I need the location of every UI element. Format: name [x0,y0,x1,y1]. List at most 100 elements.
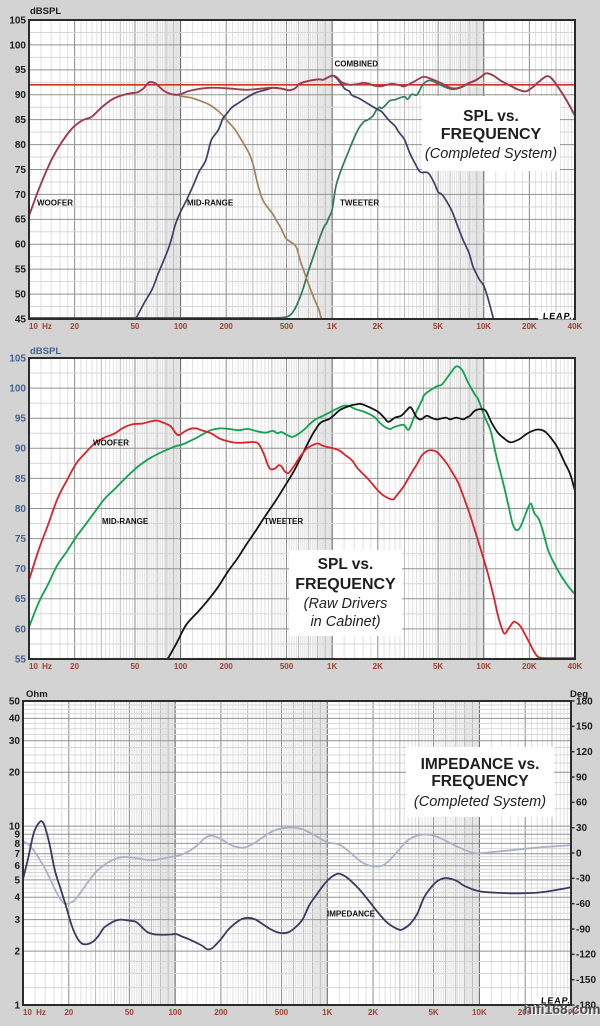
svg-text:65: 65 [15,215,27,226]
svg-text:FREQUENCY: FREQUENCY [441,126,542,143]
svg-text:(Completed System): (Completed System) [414,794,546,810]
svg-text:90: 90 [15,444,27,455]
svg-text:120: 120 [576,747,593,758]
svg-text:FREQUENCY: FREQUENCY [431,773,529,790]
svg-text:2K: 2K [373,662,383,671]
svg-text:1K: 1K [327,662,337,671]
svg-text:4: 4 [14,893,20,904]
svg-text:20: 20 [70,322,79,331]
svg-text:FREQUENCY: FREQUENCY [295,576,396,593]
svg-text:50: 50 [125,1008,134,1017]
svg-text:150: 150 [576,722,593,733]
svg-text:Hz: Hz [42,662,52,671]
svg-text:55: 55 [15,265,27,276]
svg-text:MID-RANGE: MID-RANGE [102,517,149,526]
svg-text:6: 6 [14,861,20,872]
svg-text:-150: -150 [576,975,596,986]
svg-text:Deg: Deg [570,689,588,700]
svg-text:2K: 2K [373,322,383,331]
svg-text:WOOFER: WOOFER [37,199,73,208]
svg-text:80: 80 [15,140,27,151]
svg-text:85: 85 [15,115,27,126]
svg-text:Ohm: Ohm [26,689,48,700]
svg-text:20: 20 [70,662,79,671]
svg-text:Hz: Hz [42,322,52,331]
svg-text:2: 2 [14,947,20,958]
svg-text:100: 100 [168,1008,182,1017]
svg-text:Hz: Hz [36,1008,46,1017]
svg-text:LEAP.: LEAP. [542,311,573,321]
svg-text:10: 10 [29,322,38,331]
svg-text:200: 200 [220,662,234,671]
svg-text:-90: -90 [576,924,591,935]
svg-text:75: 75 [15,534,27,545]
svg-text:70: 70 [15,564,27,575]
svg-text:500: 500 [275,1008,289,1017]
svg-text:IMPEDANCE vs.: IMPEDANCE vs. [421,756,540,773]
svg-text:10: 10 [29,662,38,671]
svg-text:dBSPL: dBSPL [30,6,61,17]
svg-text:100: 100 [174,322,188,331]
svg-text:105: 105 [9,353,26,364]
svg-text:90: 90 [576,772,588,783]
svg-text:180: 180 [576,696,593,707]
svg-text:10K: 10K [472,1008,487,1017]
svg-text:500: 500 [280,322,294,331]
svg-text:(Raw Drivers: (Raw Drivers [304,596,388,612]
svg-text:20: 20 [64,1008,73,1017]
svg-text:50: 50 [130,322,139,331]
svg-text:5: 5 [14,875,20,886]
svg-text:60: 60 [576,798,588,809]
svg-text:50: 50 [15,289,27,300]
svg-text:IMPEDANCE: IMPEDANCE [327,910,376,919]
svg-text:1: 1 [14,1000,20,1011]
svg-text:45: 45 [15,314,27,325]
svg-text:1K: 1K [327,322,337,331]
svg-text:TWEETER: TWEETER [340,199,379,208]
svg-text:SPL vs.: SPL vs. [318,556,374,573]
svg-text:20K: 20K [522,662,537,671]
svg-text:40: 40 [9,714,21,725]
svg-text:20: 20 [9,768,21,779]
svg-text:95: 95 [15,65,27,76]
svg-text:50: 50 [9,696,21,707]
svg-text:55: 55 [15,654,27,665]
svg-text:3: 3 [14,915,20,926]
svg-text:10: 10 [23,1008,32,1017]
svg-text:30: 30 [576,823,588,834]
svg-text:5K: 5K [433,662,443,671]
svg-text:70: 70 [15,190,27,201]
svg-text:10: 10 [9,821,21,832]
svg-text:40K: 40K [568,662,583,671]
svg-text:40K: 40K [564,1008,579,1017]
svg-text:1K: 1K [322,1008,332,1017]
svg-text:100: 100 [9,384,26,395]
svg-text:60: 60 [15,240,27,251]
svg-text:MID-RANGE: MID-RANGE [187,199,234,208]
svg-text:WOOFER: WOOFER [93,439,129,448]
svg-text:(Completed System): (Completed System) [425,146,557,162]
svg-text:200: 200 [214,1008,228,1017]
svg-text:in Cabinet): in Cabinet) [310,614,380,630]
svg-text:100: 100 [9,40,26,51]
svg-text:10K: 10K [476,662,491,671]
svg-text:30: 30 [9,736,21,747]
svg-text:40K: 40K [568,322,583,331]
svg-text:10K: 10K [476,322,491,331]
svg-text:COMBINED: COMBINED [335,60,379,69]
svg-text:105: 105 [9,15,26,26]
svg-text:-30: -30 [576,874,591,885]
svg-text:LEAP.: LEAP. [540,996,571,1006]
svg-text:dBSPL: dBSPL [30,346,61,357]
svg-text:5K: 5K [433,322,443,331]
svg-text:200: 200 [220,322,234,331]
svg-text:500: 500 [280,662,294,671]
svg-text:-180: -180 [576,1000,596,1011]
svg-text:90: 90 [15,90,27,101]
svg-text:65: 65 [15,594,27,605]
svg-text:100: 100 [174,662,188,671]
svg-text:50: 50 [130,662,139,671]
svg-text:2K: 2K [368,1008,378,1017]
svg-text:80: 80 [15,504,27,515]
svg-text:8: 8 [14,839,20,850]
